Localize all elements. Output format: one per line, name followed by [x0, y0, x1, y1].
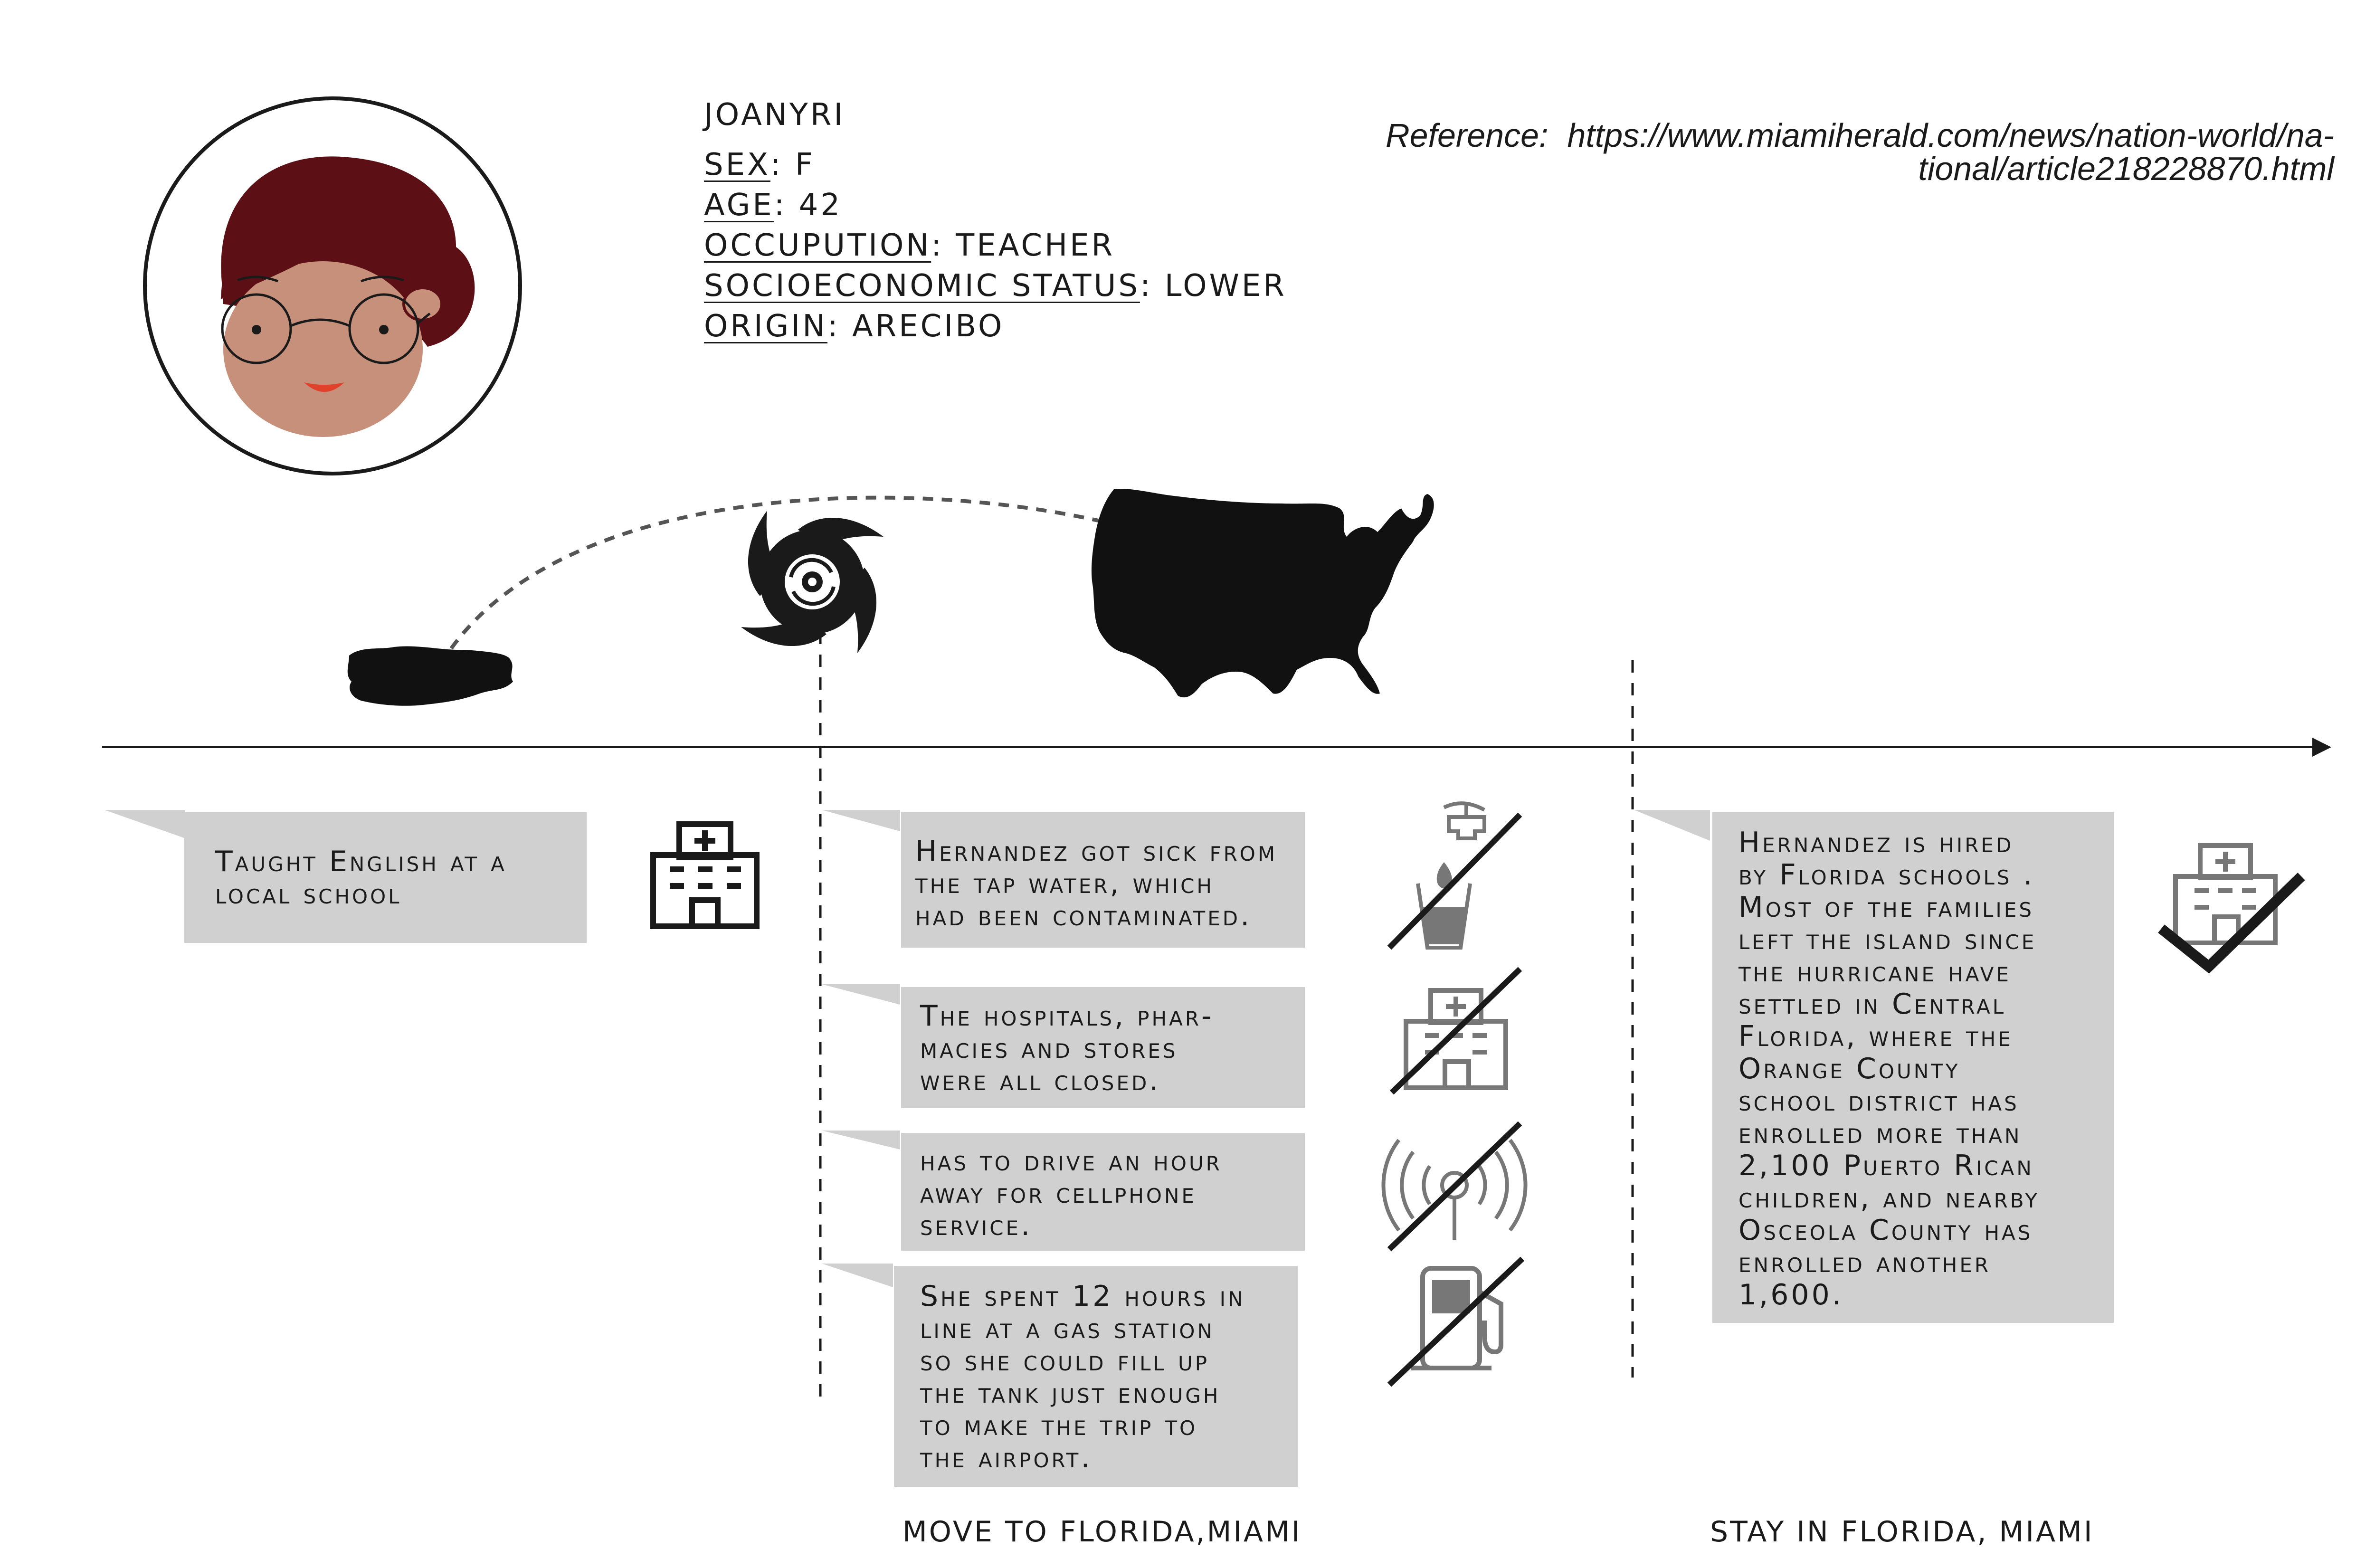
puerto-rico-map-icon: [347, 646, 513, 706]
phase-label-move: MOVE TO FLORIDA,MIAMI: [902, 1515, 1302, 1549]
avatar-icon: [143, 96, 522, 475]
reference-url-part1[interactable]: https://www.miamiherald.com/news/nation-…: [1567, 117, 2334, 154]
field-value: LOWER: [1164, 268, 1287, 304]
no-signal-icon: [1381, 1121, 1528, 1252]
field-value: 42: [798, 188, 843, 223]
callout-tail-sick: [822, 810, 900, 831]
story-florida-schools: Hernandez is hired by Florida schools . …: [1712, 812, 2114, 1323]
profile-field-socioeconomic: SOCIOECONOMIC STATUS: LOWER: [704, 268, 1287, 304]
story-cellphone: has to drive an hour away for cellphone …: [901, 1133, 1305, 1251]
usa-map-icon: [1091, 488, 1434, 698]
field-key: ORIGIN: [704, 309, 828, 344]
reference-citation: Reference: https://www.miamiherald.com/ne…: [1194, 119, 2334, 185]
callout-tail-before: [104, 810, 185, 838]
field-key: SOCIOECONOMIC STATUS: [704, 268, 1140, 304]
callout-tail-gas: [822, 1264, 893, 1287]
hurricane-icon: [741, 511, 884, 653]
profile-field-origin: ORIGIN: ARECIBO: [704, 309, 1005, 344]
school-building-icon: [650, 821, 760, 929]
profile-name-text: JOANYRI: [704, 97, 846, 133]
profile-field-sex: SEX: F: [704, 147, 815, 182]
field-value: F: [795, 147, 815, 182]
story-gas-station: She spent 12 hours in line at a gas stat…: [894, 1266, 1298, 1487]
school-approved-icon: [2158, 843, 2305, 974]
reference-line-1: Reference: https://www.miamiherald.com/ne…: [1194, 119, 2334, 152]
callout-tail-cellphone: [822, 1131, 900, 1150]
field-key: AGE: [704, 188, 774, 223]
reference-url-part2[interactable]: tional/article218228870.html: [1918, 150, 2334, 187]
field-value: ARECIBO: [852, 309, 1005, 344]
phase-label-stay: STAY IN FLORIDA, MIAMI: [1710, 1515, 2094, 1549]
profile-field-age: AGE: 42: [704, 188, 843, 223]
profile-name: JOANYRI: [704, 97, 845, 133]
reference-label: Reference:: [1386, 117, 1548, 154]
hospital-closed-icon: [1389, 967, 1522, 1095]
story-before-hurricane: Taught English at a local school: [184, 812, 587, 943]
profile-field-occupation: OCCUPUTION: TEACHER: [704, 228, 1115, 263]
flight-path: [449, 495, 1107, 650]
no-gas-icon: [1387, 1256, 1525, 1387]
story-hospitals-closed: The hospitals, phar- macies and stores w…: [901, 987, 1305, 1108]
callout-tail-florida: [1634, 810, 1710, 841]
callout-tail-hospitals: [822, 984, 900, 1005]
field-key: OCCUPUTION: [704, 228, 931, 263]
field-key: SEX: [704, 147, 770, 182]
field-value: TEACHER: [956, 228, 1115, 263]
story-tap-water: Hernandez got sick from the tap water, w…: [901, 812, 1305, 948]
no-tap-water-icon: [1387, 801, 1522, 950]
